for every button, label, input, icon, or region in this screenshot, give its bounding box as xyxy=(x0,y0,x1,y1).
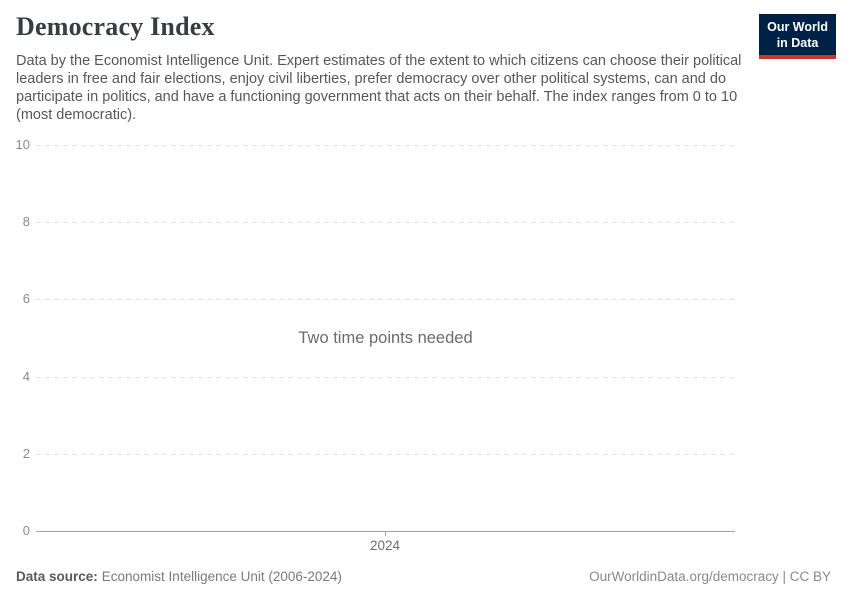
owid-logo-line2: in Data xyxy=(776,35,819,50)
y-tick-label: 2 xyxy=(22,445,30,461)
y-gridline xyxy=(36,453,735,455)
attribution-link[interactable]: OurWorldinData.org/democracy | CC BY xyxy=(589,569,831,584)
y-gridline xyxy=(36,376,735,378)
page-title: Democracy Index xyxy=(16,12,215,41)
y-tick-label: 8 xyxy=(22,214,30,230)
y-gridline xyxy=(36,145,735,146)
owid-logo-line1: Our World xyxy=(767,20,828,34)
y-gridline xyxy=(36,299,735,301)
data-source-label: Data source: xyxy=(16,569,98,584)
x-tick-label: 2024 xyxy=(369,538,401,553)
y-tick-label: 10 xyxy=(15,137,30,152)
x-tick-mark xyxy=(385,531,386,536)
data-source-value[interactable]: Economist Intelligence Unit (2006-2024) xyxy=(101,569,342,584)
owid-logo[interactable]: Our World in Data xyxy=(759,14,836,60)
y-tick-label: 4 xyxy=(22,368,30,384)
data-source: Data source: Economist Intelligence Unit … xyxy=(16,569,342,584)
y-gridline xyxy=(36,222,735,224)
chart-subtitle: Data by the Economist Intelligence Unit.… xyxy=(16,53,742,123)
y-tick-label: 6 xyxy=(22,291,30,307)
empty-chart-message: Two time points needed xyxy=(298,329,473,347)
y-tick-label: 0 xyxy=(22,523,30,538)
